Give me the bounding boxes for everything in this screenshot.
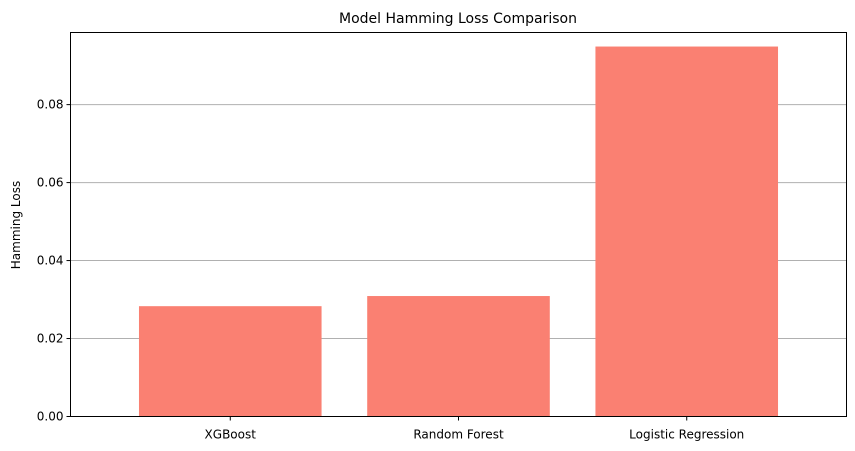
y-tick-label: 0.06 xyxy=(37,176,64,190)
bar-random-forest xyxy=(367,296,550,417)
x-tick-label: Random Forest xyxy=(413,428,504,442)
x-tick-label: Logistic Regression xyxy=(629,428,744,442)
bars xyxy=(138,46,779,417)
y-tick-label: 0.08 xyxy=(37,98,64,112)
bar-logistic-regression xyxy=(595,46,779,417)
y-axis-ticks: 0.00 0.02 0.04 0.06 0.08 xyxy=(37,98,71,424)
x-tick-label: XGBoost xyxy=(205,428,257,442)
y-tick-label: 0.02 xyxy=(37,332,64,346)
x-axis-ticks: XGBoost Random Forest Logistic Regression xyxy=(205,416,744,442)
y-axis-label: Hamming Loss xyxy=(9,181,23,269)
y-tick-label: 0.00 xyxy=(37,410,64,424)
plot-frame xyxy=(70,32,847,417)
y-tick-label: 0.04 xyxy=(37,254,64,268)
bar-xgboost xyxy=(138,306,322,417)
chart-title: Model Hamming Loss Comparison xyxy=(339,11,577,27)
